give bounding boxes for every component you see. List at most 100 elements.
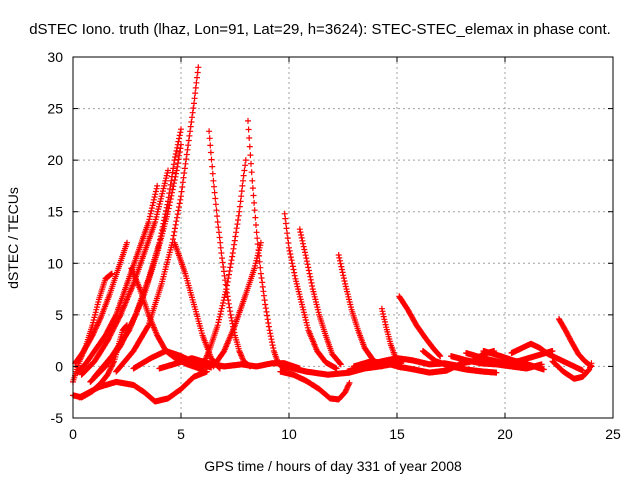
data-point [290, 266, 297, 273]
data-point [257, 239, 264, 246]
data-point [211, 183, 217, 190]
y-tick-label: -5 [51, 410, 64, 426]
data-point [209, 170, 216, 177]
x-tick-label: 10 [281, 426, 297, 442]
data-point [253, 222, 259, 228]
data-point [189, 114, 195, 121]
data-point [340, 272, 347, 279]
data-point [341, 278, 348, 284]
data-point [216, 229, 222, 236]
data-point [178, 188, 185, 195]
data-point [458, 363, 465, 370]
data-point [191, 95, 198, 102]
data-point [169, 186, 176, 193]
data-point [172, 151, 179, 157]
data-point [171, 180, 177, 187]
data-point [236, 203, 243, 210]
y-tick-label: 10 [47, 255, 63, 271]
data-point [178, 141, 184, 148]
data-point [152, 191, 159, 198]
data-point [231, 241, 238, 248]
data-point [303, 258, 310, 265]
data-point [191, 100, 197, 107]
data-point [108, 270, 115, 277]
data-point [170, 165, 177, 172]
data-point [239, 182, 246, 189]
data-point [215, 224, 222, 231]
data-point [146, 213, 153, 220]
data-point [305, 264, 312, 271]
y-tick-label: 15 [47, 204, 63, 220]
data-point [493, 369, 500, 376]
arc-series [76, 368, 210, 405]
x-tick-label: 5 [177, 426, 185, 442]
data-point [336, 254, 343, 261]
data-point [249, 185, 256, 192]
data-point [220, 297, 227, 304]
data-point [165, 208, 171, 215]
arc-series [508, 340, 586, 374]
data-point [228, 257, 235, 264]
data-point [262, 301, 269, 308]
data-point [178, 126, 184, 133]
data-point [241, 167, 248, 174]
y-tick-label: 20 [47, 152, 63, 168]
arc-series [130, 348, 215, 372]
data-point [300, 240, 306, 247]
data-point [253, 229, 260, 236]
data-point [224, 282, 230, 289]
data-point [218, 250, 225, 256]
data-point [145, 219, 152, 225]
data-point [210, 177, 217, 184]
data-point [192, 84, 199, 91]
y-tick-label: 0 [55, 358, 63, 374]
data-point [175, 138, 182, 145]
data-point [240, 172, 247, 179]
x-tick-label: 25 [605, 426, 621, 442]
arc-series [113, 64, 202, 375]
data-point [238, 188, 245, 195]
data-point [195, 64, 202, 71]
data-point [238, 193, 245, 200]
data-point [150, 196, 157, 203]
data-point [209, 163, 216, 170]
data-point [214, 219, 221, 225]
data-point [171, 157, 178, 164]
data-point [208, 156, 215, 163]
data-point [437, 353, 444, 360]
data-point [124, 239, 130, 246]
data-point [219, 255, 225, 262]
data-point [252, 214, 259, 221]
data-point [183, 151, 190, 158]
data-point [182, 160, 189, 167]
data-point [216, 313, 223, 320]
arc-series [91, 141, 184, 380]
data-point [154, 182, 161, 189]
data-point [165, 167, 171, 174]
data-point [257, 264, 264, 271]
y-axis-label: dSTEC / TECUs [5, 187, 21, 289]
data-point [227, 264, 234, 271]
data-point [346, 379, 353, 386]
data-series [70, 64, 595, 405]
data-point [254, 235, 261, 242]
data-point [176, 132, 183, 139]
data-point [217, 244, 224, 251]
data-point [233, 225, 240, 232]
data-point [194, 69, 201, 76]
arc-series [72, 239, 130, 367]
arc-series [296, 226, 344, 368]
data-point [579, 367, 586, 374]
plot-frame [72, 56, 614, 419]
data-point [187, 123, 194, 130]
data-point [251, 199, 258, 206]
data-point [222, 288, 229, 295]
data-point [222, 291, 228, 298]
data-point [286, 247, 293, 254]
data-point [237, 198, 244, 205]
data-point [337, 260, 344, 267]
data-point [192, 90, 199, 97]
arc-series [277, 368, 353, 403]
data-point [172, 225, 178, 232]
